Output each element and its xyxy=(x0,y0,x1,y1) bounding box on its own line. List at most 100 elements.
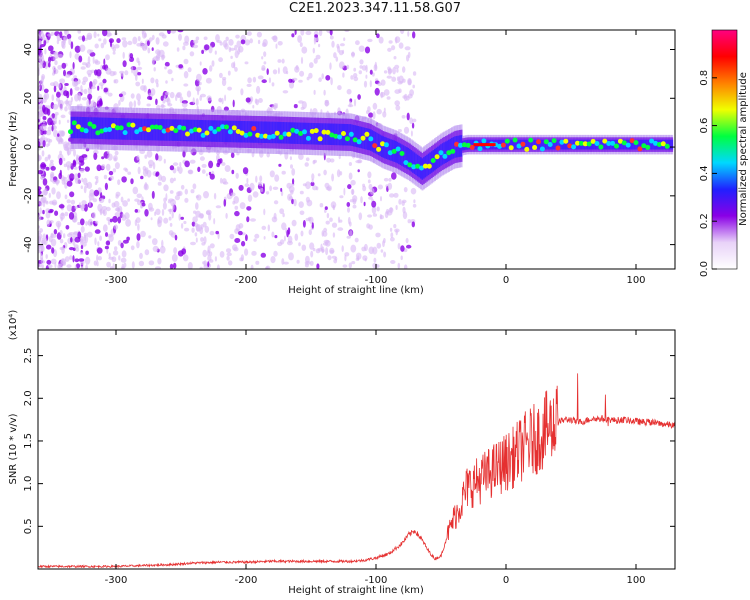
spectrogram-noise-cell xyxy=(338,50,344,56)
spectrogram-y-tick-label: -20 xyxy=(23,188,34,204)
spectrogram-noise-cell xyxy=(50,177,54,183)
spectrogram-noise-cell xyxy=(122,40,128,48)
spectrogram-noise-cell xyxy=(201,169,206,174)
spectrogram-noise-cell xyxy=(191,221,196,227)
spectrogram-noise-cell xyxy=(57,133,60,137)
spectrogram-noise-cell xyxy=(240,88,244,96)
ridge-peak-cell xyxy=(196,127,202,133)
ridge-peak-cell xyxy=(606,141,612,146)
ridge-band-cell xyxy=(126,118,129,140)
spectrogram-noise-cell xyxy=(78,55,83,63)
ridge-peak-cell xyxy=(536,139,541,145)
ridge-band-cell xyxy=(253,121,255,143)
spectrogram-noise-cell xyxy=(99,209,105,214)
spectrogram-noise-cell xyxy=(66,264,72,268)
spectrogram-noise-cell xyxy=(64,106,68,112)
ridge-band-cell xyxy=(313,123,316,145)
spectrogram-noise-cell xyxy=(247,77,252,84)
ridge-band-cell xyxy=(385,137,388,159)
spectrogram-noise-cell xyxy=(131,261,135,269)
colorbar-tick-label: 0.4 xyxy=(699,165,710,181)
ridge-peak-cell xyxy=(83,128,89,134)
ridge-band-cell xyxy=(646,139,649,150)
spectrogram-noise-cell xyxy=(136,155,140,161)
spectrogram-noise-cell xyxy=(64,256,70,262)
spectrogram-noise-cell xyxy=(221,162,226,166)
snr-x-axis-label: Height of straight line (km) xyxy=(288,585,424,596)
spectrogram-noise-cell xyxy=(103,38,107,45)
spectrogram-noise-cell xyxy=(400,255,403,261)
ridge-band-cell xyxy=(268,121,271,144)
spectrogram-noise-cell xyxy=(118,93,123,98)
spectrogram-noise-cell xyxy=(122,200,128,207)
spectrogram-noise-cell xyxy=(347,184,352,190)
spectrogram-noise-cell xyxy=(367,38,373,43)
spectrogram-noise-cell xyxy=(69,191,75,198)
ridge-band-cell xyxy=(535,139,538,150)
spectrogram-noise-cell xyxy=(172,162,179,166)
spectrogram-noise-cell xyxy=(85,221,88,226)
ridge-peak-cell xyxy=(126,122,132,128)
spectrogram-noise-cell xyxy=(97,256,103,261)
spectrogram-noise-cell xyxy=(299,210,305,216)
snr-y-tick-label: 2.0 xyxy=(23,390,34,406)
ridge-peak-cell xyxy=(391,148,397,154)
spectrogram-noise-cell xyxy=(268,77,271,84)
spectrogram-noise-cell xyxy=(383,107,386,113)
spectrogram-noise-cell xyxy=(262,183,265,191)
ridge-band-cell xyxy=(279,121,282,144)
spectrogram-noise-cell xyxy=(103,87,109,93)
ridge-peak-cell xyxy=(227,129,233,135)
ridge-band-cell xyxy=(83,117,85,139)
spectrogram-noise-cell xyxy=(411,221,415,228)
spectrogram-noise-cell xyxy=(367,179,371,184)
ridge-peak-cell xyxy=(594,141,600,146)
spectrogram-noise-cell xyxy=(263,236,266,240)
spectrogram-noise-cell xyxy=(389,207,393,212)
ridge-band-cell xyxy=(377,133,380,156)
spectrogram-noise-cell xyxy=(121,176,127,183)
spectrogram-noise-cell xyxy=(98,38,102,42)
spectrogram-noise-cell xyxy=(74,53,80,60)
spectrogram-noise-cell xyxy=(372,213,378,217)
ridge-band-cell xyxy=(510,139,513,150)
spectrogram-noise-cell xyxy=(78,165,82,170)
spectrogram-noise-cell xyxy=(193,210,197,214)
spectrogram-noise-cell xyxy=(169,165,175,171)
snr-plot-area xyxy=(38,330,675,569)
spectrogram-noise-cell xyxy=(205,173,209,177)
ridge-peak-cell xyxy=(200,132,206,138)
ridge-band-cell xyxy=(154,118,157,141)
spectrogram-noise-cell xyxy=(42,98,47,103)
spectrogram-noise-cell xyxy=(61,40,65,48)
spectrogram-noise-cell xyxy=(396,68,399,73)
spectrogram-noise-cell xyxy=(355,40,360,46)
ridge-peak-cell xyxy=(142,126,148,132)
ridge-peak-cell xyxy=(500,142,506,148)
spectrogram-noise-cell xyxy=(169,208,172,215)
spectrogram-noise-cell xyxy=(400,245,405,252)
ridge-peak-cell xyxy=(110,123,116,129)
spectrogram-noise-cell xyxy=(159,245,166,254)
spectrogram-noise-cell xyxy=(72,247,76,251)
spectrogram-noise-cell xyxy=(305,30,312,36)
ridge-band-cell xyxy=(292,122,294,144)
spectrogram-noise-cell xyxy=(180,216,184,220)
spectrogram-y-tick-label: 40 xyxy=(23,43,34,56)
spectrogram-noise-cell xyxy=(191,227,195,233)
spectrogram-noise-cell xyxy=(382,240,385,248)
spectrogram-noise-cell xyxy=(130,245,135,251)
ridge-band-cell xyxy=(307,122,310,145)
spectrogram-noise-cell xyxy=(358,70,362,75)
spectrogram-noise-cell xyxy=(83,88,88,95)
spectrogram-noise-cell xyxy=(271,82,275,87)
spectrogram-noise-cell xyxy=(223,199,227,207)
spectrogram-x-axis-label: Height of straight line (km) xyxy=(288,285,424,296)
spectrogram-noise-cell xyxy=(209,243,215,249)
spectrogram-noise-cell xyxy=(228,39,234,46)
spectrogram-noise-cell xyxy=(140,85,146,91)
spectrogram-noise-cell xyxy=(139,252,143,259)
spectrogram-noise-cell xyxy=(348,262,352,269)
spectrogram-noise-cell xyxy=(101,164,106,170)
ridge-peak-cell xyxy=(173,128,179,134)
